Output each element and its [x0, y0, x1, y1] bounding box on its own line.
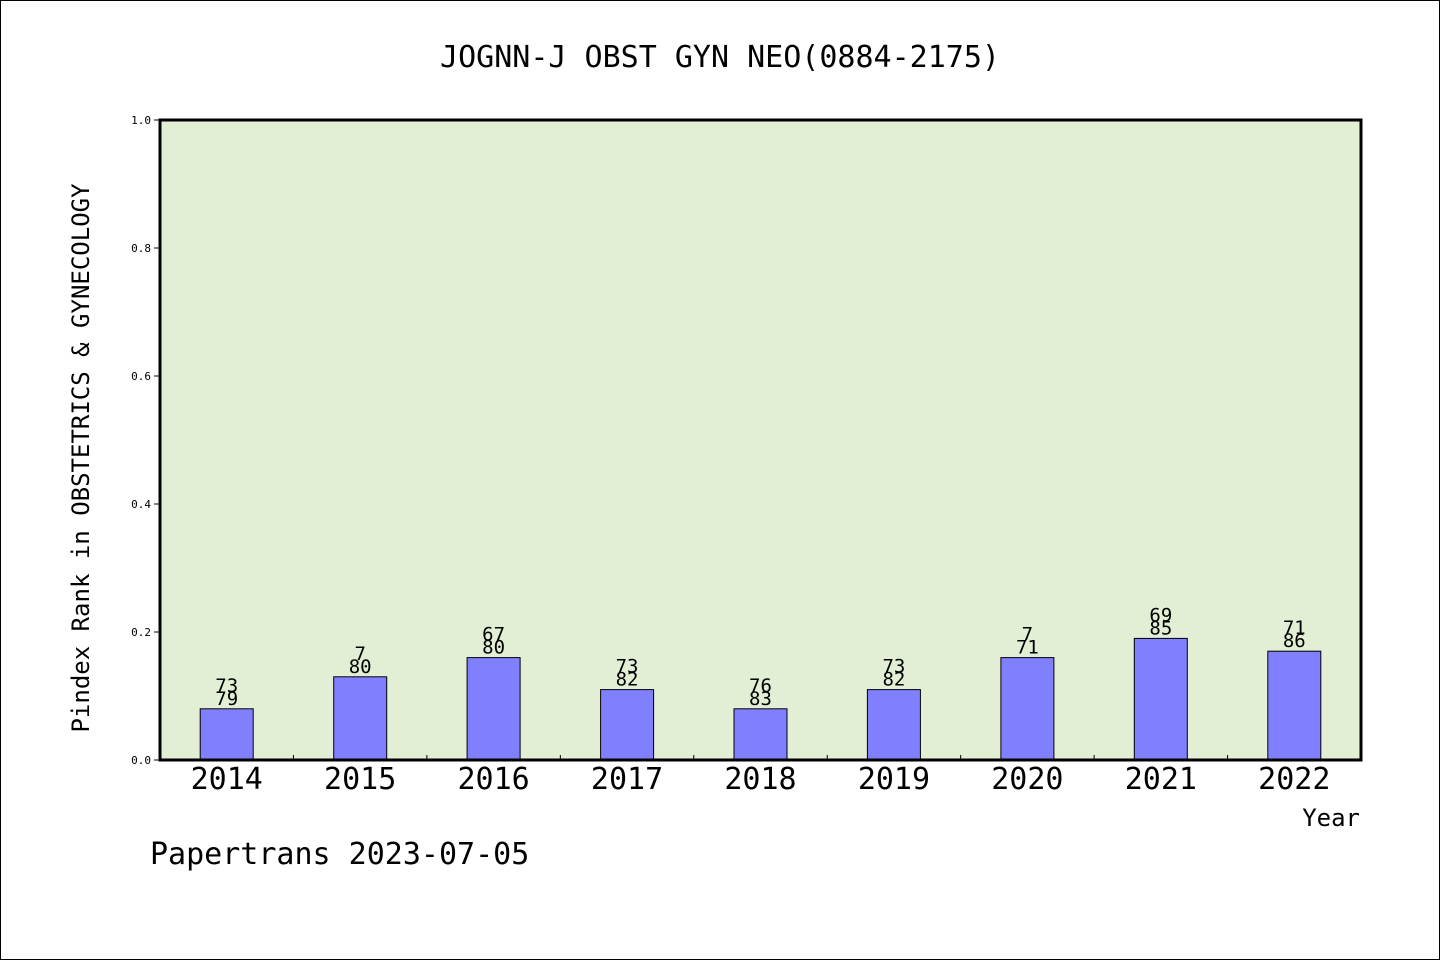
bar-label-top-2018: 76 — [749, 675, 772, 697]
bar-label-bottom-2014: 79 — [215, 688, 238, 710]
bar-2018 — [733, 708, 788, 761]
y-axis-label: Pindex Rank in OBSTETRICS & GYNECOLOGY — [67, 183, 95, 733]
bar-label-bottom-2016: 80 — [482, 637, 505, 659]
bar-label-top-2017: 73 — [616, 656, 639, 678]
bar-label-bottom-2018: 83 — [749, 688, 772, 710]
bar-label-top-2019: 73 — [882, 656, 905, 678]
y-tick-label: 0.0 — [131, 754, 151, 767]
bars-group — [199, 637, 1322, 761]
y-axis-ticks: 0.0 0.2 0.4 0.6 0.8 1.0 — [131, 114, 160, 767]
bar-2022 — [1267, 650, 1322, 761]
bar-2020 — [1000, 657, 1055, 761]
bar-label-top-2015: 7 — [354, 643, 365, 665]
bar-2017 — [600, 689, 655, 761]
bar-2014 — [199, 708, 254, 761]
x-tick-label-2022: 2022 — [1258, 762, 1330, 797]
x-axis-ticks: 2014 2015 2016 2017 2018 2019 2020 2021 2022 — [191, 755, 1330, 797]
bar-label-bottom-2021: 85 — [1149, 617, 1172, 639]
x-tick-label-2020: 2020 — [991, 762, 1063, 797]
x-tick-label-2015: 2015 — [324, 762, 396, 797]
bar-label-bottom-2017: 82 — [616, 669, 639, 691]
x-tick-label-2017: 2017 — [591, 762, 663, 797]
bar-2019 — [866, 689, 921, 761]
bar-label-top-2014: 73 — [215, 675, 238, 697]
bar-label-bottom-2015: 80 — [349, 656, 372, 678]
bar-label-top-2020: 7 — [1022, 624, 1033, 646]
bar-2015 — [333, 676, 388, 761]
x-tick-label-2018: 2018 — [724, 762, 796, 797]
x-tick-label-2014: 2014 — [191, 762, 263, 797]
bar-label-bottom-2022: 86 — [1283, 630, 1306, 652]
bar-label-top-2021: 69 — [1149, 604, 1172, 626]
y-tick-label: 0.4 — [131, 498, 151, 511]
bar-2021 — [1133, 637, 1188, 761]
chart-title: JOGNN-J OBST GYN NEO(0884-2175) — [440, 40, 1000, 75]
bar-label-top-2022: 71 — [1283, 617, 1306, 639]
y-tick-label: 1.0 — [131, 114, 151, 127]
bar-2016 — [466, 657, 521, 761]
x-tick-label-2021: 2021 — [1125, 762, 1197, 797]
y-tick-label: 0.2 — [131, 626, 151, 639]
x-tick-label-2016: 2016 — [457, 762, 529, 797]
bar-label-top-2016: 67 — [482, 624, 505, 646]
x-tick-label-2019: 2019 — [858, 762, 930, 797]
bar-label-bottom-2019: 82 — [882, 669, 905, 691]
y-tick-label: 0.6 — [131, 370, 151, 383]
bar-label-bottom-2020: 71 — [1016, 637, 1039, 659]
x-axis-label: Year — [1302, 804, 1360, 832]
y-tick-label: 0.8 — [131, 242, 151, 255]
footer-credit: Papertrans 2023-07-05 — [150, 837, 529, 872]
plot-border — [158, 118, 1363, 762]
